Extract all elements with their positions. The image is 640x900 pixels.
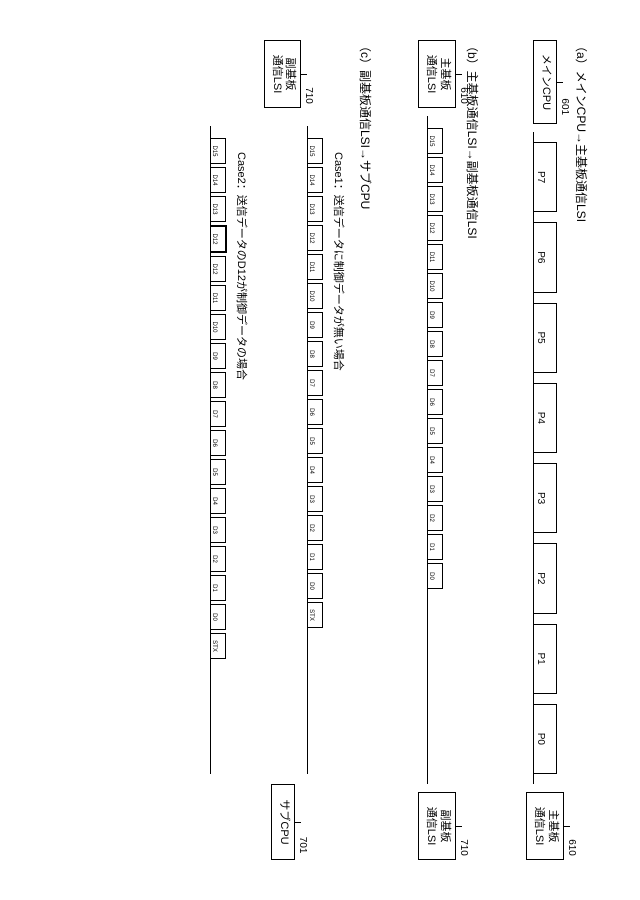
node-sub-lsi-ref: 710 xyxy=(457,839,470,856)
serial-packet: D12 xyxy=(427,215,443,241)
serial-packet: D2 xyxy=(427,505,443,531)
serial-packet: D12 xyxy=(210,256,226,282)
parallel-bit: P6 xyxy=(533,222,557,292)
serial-link-c2: D15 D14 D13 D12 D12 D11 D10 D9 D8 D7 D6 D5 D4 D3 D2 D1 D… xyxy=(210,126,230,774)
node-main-cpu-ref: 601 xyxy=(557,98,570,115)
serial-packet: D8 xyxy=(210,372,226,398)
parallel-bit-label: P2 xyxy=(535,544,546,612)
node-main-lsi-ref: 610 xyxy=(564,839,577,856)
parallel-bit: P3 xyxy=(533,463,557,533)
serial-packet: D15 xyxy=(210,138,226,164)
serial-packet: D3 xyxy=(210,517,226,543)
node-main-lsi-b-ref: 610 xyxy=(457,87,470,104)
serial-packet: D3 xyxy=(427,476,443,502)
serial-packet: D0 xyxy=(427,563,443,589)
node-sub-cpu-ref: 701 xyxy=(295,837,308,854)
serial-link-b: D15 D14 D13 D12 D11 D10 D9 D8 D7 D6 D5 D4 D3 D2 D1 D0 xyxy=(427,116,447,784)
serial-packet: D11 xyxy=(427,244,443,270)
serial-packet: D6 xyxy=(427,389,443,415)
node-sub-lsi: 710 副基板 通信LSI xyxy=(419,792,457,860)
parallel-bit: P0 xyxy=(533,704,557,774)
parallel-bit-label: P7 xyxy=(535,143,546,211)
serial-packet: D7 xyxy=(210,401,226,427)
section-c-title: （c）副基板通信LSI→サブCPU xyxy=(358,40,375,860)
parallel-waveform: P7 P6 P5 P4 P3 P2 P1 P0 xyxy=(525,132,565,784)
case2-label: Case2：送信データのD12が制御データの場合 xyxy=(234,152,250,860)
node-main-cpu: 601 メインCPU xyxy=(533,40,557,124)
node-sub-lsi-c: 710 副基板 通信LSI xyxy=(264,40,302,108)
parallel-bit-label: P1 xyxy=(535,625,546,693)
serial-packet: D10 xyxy=(427,273,443,299)
serial-packet: D9 xyxy=(427,302,443,328)
serial-packet: D10 xyxy=(210,314,226,340)
parallel-bit: P4 xyxy=(533,383,557,453)
serial-packet: D1 xyxy=(210,575,226,601)
serial-packet: D14 xyxy=(210,167,226,193)
node-main-lsi: 610 主基板 通信LSI xyxy=(526,792,564,860)
node-sub-cpu: 701 サブCPU xyxy=(271,784,295,860)
serial-packet: D5 xyxy=(210,459,226,485)
parallel-bit: P7 xyxy=(533,142,557,212)
serial-packet: STX xyxy=(210,633,226,659)
serial-packet: D2 xyxy=(210,546,226,572)
serial-packet: D15 xyxy=(427,128,443,154)
section-b: （b）主基板通信LSI→副基板通信LSI 610 主基板 通信LSI D15D1… xyxy=(419,40,482,860)
serial-packet: D13 xyxy=(427,186,443,212)
parallel-bit: P5 xyxy=(533,303,557,373)
section-b-title: （b）主基板通信LSI→副基板通信LSI xyxy=(464,40,481,860)
serial-packet: D0 xyxy=(210,604,226,630)
serial-packet: D14 xyxy=(427,157,443,183)
serial-packet: D8 xyxy=(427,331,443,357)
serial-packet: D4 xyxy=(427,447,443,473)
parallel-bit: P2 xyxy=(533,543,557,613)
parallel-bit-label: P3 xyxy=(535,464,546,532)
node-sub-lsi-c-ref: 710 xyxy=(302,87,315,104)
parallel-bit-label: P4 xyxy=(535,384,546,452)
parallel-bit-label: P0 xyxy=(535,705,546,773)
parallel-bit-label: P5 xyxy=(535,304,546,372)
serial-packet: D1 xyxy=(427,534,443,560)
fanout-icon xyxy=(253,116,313,776)
serial-packet: D4 xyxy=(210,488,226,514)
serial-packet: D12 xyxy=(210,225,227,253)
serial-packet: D6 xyxy=(210,430,226,456)
serial-packet: D9 xyxy=(210,343,226,369)
serial-packet: D7 xyxy=(427,360,443,386)
section-a-title: （a）メインCPU→主基板通信LSI xyxy=(573,40,590,860)
section-a: （a）メインCPU→主基板通信LSI 601 メインCPU P7 P6 P5 P4 P3… xyxy=(525,40,590,860)
section-c: （c）副基板通信LSI→サブCPU Case1：送信データに制御データが無い場合… xyxy=(210,40,375,860)
case1-label: Case1：送信データに制御データが無い場合 xyxy=(332,152,348,860)
parallel-bit: P1 xyxy=(533,624,557,694)
parallel-bit-label: P6 xyxy=(535,223,546,291)
serial-packet: D11 xyxy=(210,285,226,311)
node-main-lsi-b: 610 主基板 通信LSI xyxy=(419,40,457,108)
serial-packet: D13 xyxy=(210,196,226,222)
serial-packet: D5 xyxy=(427,418,443,444)
